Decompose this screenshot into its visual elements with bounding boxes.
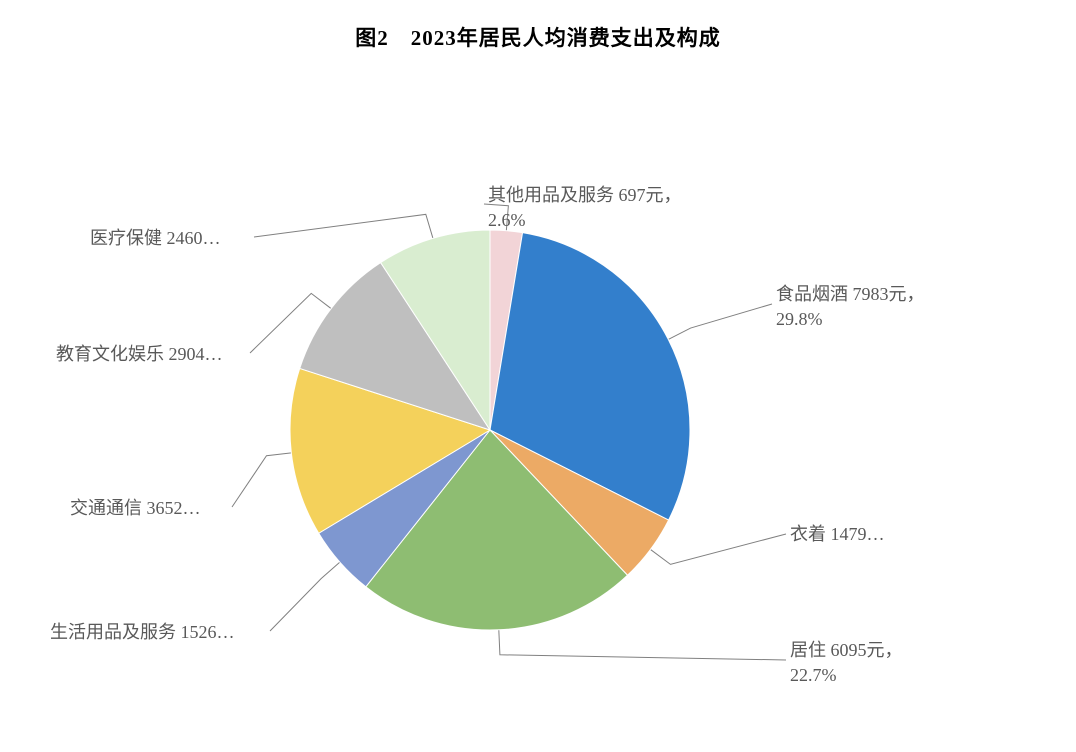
- slice-label: 教育文化娱乐 2904…: [56, 342, 223, 367]
- slice-label: 交通通信 3652…: [70, 496, 201, 521]
- slice-label-line: 2.6%: [488, 208, 682, 233]
- slice-label: 食品烟酒 7983元，29.8%: [776, 282, 925, 332]
- slice-label-line: 交通通信 3652…: [70, 496, 201, 521]
- chart-title: 图2 2023年居民人均消费支出及构成: [0, 22, 1076, 52]
- leader-line: [270, 562, 340, 631]
- slice-label-line: 其他用品及服务 697元，: [488, 183, 682, 208]
- leader-line: [650, 534, 786, 564]
- slice-label-line: 生活用品及服务 1526…: [50, 620, 235, 645]
- slice-label: 其他用品及服务 697元，2.6%: [488, 183, 682, 233]
- slice-label-line: 医疗保健 2460…: [90, 226, 221, 251]
- slice-label-line: 教育文化娱乐 2904…: [56, 342, 223, 367]
- pie-chart: 其他用品及服务 697元，2.6% 食品烟酒 7983元，29.8% 衣着 1479…: [0, 80, 1076, 720]
- slice-label-line: 衣着 1479…: [790, 522, 885, 547]
- slice-label: 居住 6095元，22.7%: [790, 638, 903, 688]
- slice-label-line: 居住 6095元，: [790, 638, 903, 663]
- slice-label-line: 食品烟酒 7983元，: [776, 282, 925, 307]
- leader-line: [254, 214, 433, 238]
- page: 图2 2023年居民人均消费支出及构成 其他用品及服务 697元，2.6% 食品烟…: [0, 0, 1076, 752]
- leader-line: [499, 630, 786, 660]
- slice-label-line: 29.8%: [776, 307, 925, 332]
- slice-label: 衣着 1479…: [790, 522, 885, 547]
- slice-label: 医疗保健 2460…: [90, 226, 221, 251]
- leader-line: [668, 304, 772, 339]
- slice-label-line: 22.7%: [790, 663, 903, 688]
- slice-label: 生活用品及服务 1526…: [50, 620, 235, 645]
- leader-line: [232, 453, 291, 507]
